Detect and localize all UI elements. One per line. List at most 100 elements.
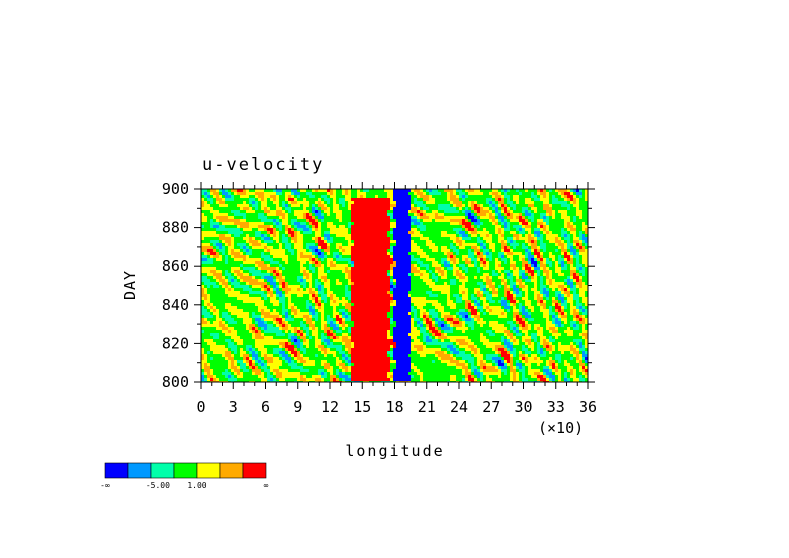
heatmap-cell	[270, 258, 274, 262]
heatmap-cell	[501, 276, 505, 280]
heatmap-cell	[354, 237, 358, 241]
heatmap-cell	[339, 276, 343, 280]
heatmap-cell	[249, 201, 253, 205]
heatmap-cell	[321, 264, 325, 268]
heatmap-cell	[564, 195, 568, 199]
heatmap-cell	[543, 231, 547, 235]
heatmap-cell	[378, 279, 382, 283]
heatmap-cell	[558, 216, 562, 220]
heatmap-cell	[390, 282, 394, 286]
heatmap-cell	[576, 300, 580, 304]
heatmap-cell	[390, 270, 394, 274]
heatmap-cell	[504, 216, 508, 220]
heatmap-cell	[303, 297, 307, 301]
heatmap-cell	[300, 189, 304, 193]
heatmap-cell	[495, 285, 499, 289]
heatmap-cell	[486, 261, 490, 265]
heatmap-cell	[585, 264, 588, 268]
heatmap-cell	[537, 294, 541, 298]
heatmap-cell	[273, 267, 277, 271]
heatmap-cell	[558, 273, 562, 277]
heatmap-cell	[405, 258, 409, 262]
heatmap-cell	[258, 279, 262, 283]
heatmap-cell	[324, 225, 328, 229]
heatmap-cell	[513, 294, 517, 298]
heatmap-cell	[387, 243, 391, 247]
heatmap-cell	[438, 267, 442, 271]
heatmap-cell	[426, 270, 430, 274]
heatmap-cell	[228, 279, 232, 283]
heatmap-cell	[276, 219, 280, 223]
heatmap-cell	[465, 243, 469, 247]
heatmap-cell	[567, 213, 571, 217]
heatmap-cell	[507, 270, 511, 274]
heatmap-cell	[225, 192, 229, 196]
heatmap-cell	[252, 234, 256, 238]
heatmap-cell	[237, 297, 241, 301]
heatmap-cell	[297, 252, 301, 256]
heatmap-cell	[309, 288, 313, 292]
heatmap-cell	[228, 285, 232, 289]
heatmap-cell	[312, 288, 316, 292]
heatmap-cell	[519, 291, 523, 295]
heatmap-cell	[570, 207, 574, 211]
heatmap-cell	[294, 267, 298, 271]
heatmap-cell	[258, 240, 262, 244]
heatmap-cell	[306, 282, 310, 286]
heatmap-cell	[249, 270, 253, 274]
heatmap-cell	[354, 249, 358, 253]
heatmap-cell	[270, 222, 274, 226]
heatmap-cell	[507, 294, 511, 298]
heatmap-cell	[480, 258, 484, 262]
heatmap-cell	[378, 243, 382, 247]
heatmap-cell	[204, 204, 208, 208]
heatmap-cell	[435, 231, 439, 235]
heatmap-cell	[249, 273, 253, 277]
heatmap-cell	[480, 228, 484, 232]
heatmap-cell	[510, 249, 514, 253]
heatmap-cell	[291, 288, 295, 292]
heatmap-cell	[489, 249, 493, 253]
heatmap-cell	[327, 282, 331, 286]
heatmap-cell	[423, 201, 427, 205]
heatmap-cell	[354, 267, 358, 271]
heatmap-cell	[411, 258, 415, 262]
heatmap-cell	[528, 279, 532, 283]
heatmap-cell	[384, 282, 388, 286]
heatmap-cell	[345, 204, 349, 208]
heatmap-cell	[525, 195, 529, 199]
heatmap-cell	[378, 249, 382, 253]
heatmap-cell	[369, 195, 373, 199]
heatmap-cell	[339, 204, 343, 208]
heatmap-cell	[420, 297, 424, 301]
heatmap-cell	[381, 231, 385, 235]
heatmap-cell	[531, 222, 535, 226]
heatmap-cell	[369, 192, 373, 196]
heatmap-cell	[414, 213, 418, 217]
heatmap-cell	[333, 282, 337, 286]
heatmap-cell	[576, 276, 580, 280]
heatmap-cell	[534, 201, 538, 205]
heatmap-cell	[225, 297, 229, 301]
heatmap-cell	[219, 285, 223, 289]
heatmap-cell	[282, 231, 286, 235]
heatmap-cell	[240, 216, 244, 220]
heatmap-cell	[252, 231, 256, 235]
heatmap-cell	[417, 213, 421, 217]
heatmap-cell	[459, 198, 463, 202]
heatmap-cell	[444, 276, 448, 280]
heatmap-cell	[555, 231, 559, 235]
heatmap-cell	[327, 246, 331, 250]
heatmap-cell	[270, 279, 274, 283]
heatmap-cell	[234, 303, 238, 307]
heatmap-cell	[351, 213, 355, 217]
heatmap-cell	[213, 291, 217, 295]
heatmap-cell	[438, 231, 442, 235]
heatmap-cell	[426, 225, 430, 229]
heatmap-cell	[360, 192, 364, 196]
heatmap-cell	[435, 255, 439, 259]
heatmap-cell	[204, 207, 208, 211]
heatmap-cell	[408, 297, 412, 301]
heatmap-cell	[519, 297, 523, 301]
heatmap-cell	[474, 297, 478, 301]
